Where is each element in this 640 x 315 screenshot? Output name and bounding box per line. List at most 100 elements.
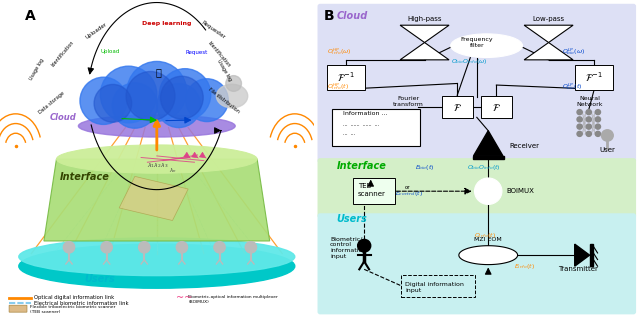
Polygon shape [575, 244, 589, 266]
Text: B: B [323, 9, 334, 23]
Circle shape [586, 117, 591, 122]
Polygon shape [459, 246, 518, 265]
Circle shape [139, 242, 150, 253]
Text: User: User [600, 147, 615, 153]
Text: $O^{LP}_{bio}(\omega)$: $O^{LP}_{bio}(\omega)$ [562, 46, 585, 57]
Circle shape [159, 69, 211, 120]
Text: Flexible triboelectric biometric scanner
(TEB scanner): Flexible triboelectric biometric scanner… [30, 305, 115, 314]
Polygon shape [400, 25, 449, 43]
Text: Biometric-optical information multiplexer
(BOIMUX): Biometric-optical information multiplexe… [188, 295, 278, 304]
Polygon shape [589, 244, 593, 266]
Text: Deep learning: Deep learning [141, 21, 191, 26]
Text: Frequency
filter: Frequency filter [461, 37, 493, 48]
Circle shape [101, 242, 112, 253]
Text: Optical digital information link: Optical digital information link [35, 295, 115, 300]
Circle shape [474, 178, 502, 204]
Text: $\lambda_1\lambda_2\lambda_3$: $\lambda_1\lambda_2\lambda_3$ [147, 161, 169, 170]
Ellipse shape [79, 115, 236, 137]
Text: $O_{info}(t)$: $O_{info}(t)$ [474, 231, 496, 240]
Text: Usage log: Usage log [28, 58, 45, 81]
Circle shape [577, 110, 582, 115]
Text: BOIMUX: BOIMUX [506, 188, 534, 194]
Circle shape [176, 242, 188, 253]
Text: $\mathcal{F}^{-1}$: $\mathcal{F}^{-1}$ [586, 70, 603, 84]
Text: Biometric/
control
information
input: Biometric/ control information input [330, 236, 366, 259]
Text: $E_{info}(t)$: $E_{info}(t)$ [515, 262, 536, 272]
FancyBboxPatch shape [353, 178, 395, 204]
Text: $O^{LP}_{bio}(t)$: $O^{LP}_{bio}(t)$ [562, 81, 582, 92]
Circle shape [577, 131, 582, 136]
Circle shape [586, 124, 591, 129]
Circle shape [586, 131, 591, 136]
Polygon shape [474, 131, 503, 156]
Text: Upload: Upload [100, 49, 120, 54]
FancyBboxPatch shape [327, 65, 365, 90]
Text: Digital information
input: Digital information input [405, 282, 464, 293]
Circle shape [80, 77, 127, 124]
FancyBboxPatch shape [317, 4, 636, 163]
Ellipse shape [19, 244, 295, 288]
FancyBboxPatch shape [317, 158, 636, 218]
Text: $O_{bio}O_{info}(t)$: $O_{bio}O_{info}(t)$ [467, 163, 500, 173]
Circle shape [577, 117, 582, 122]
Text: or: or [405, 185, 411, 190]
Text: Receiver: Receiver [509, 143, 540, 150]
FancyBboxPatch shape [575, 65, 613, 90]
Circle shape [245, 242, 257, 253]
Circle shape [100, 66, 157, 123]
Circle shape [226, 76, 241, 91]
Circle shape [577, 124, 582, 129]
Text: Electrical biometric information link: Electrical biometric information link [35, 301, 129, 306]
Text: Identification: Identification [50, 40, 75, 68]
Ellipse shape [19, 238, 295, 276]
FancyBboxPatch shape [442, 96, 473, 118]
Circle shape [63, 242, 75, 253]
Text: Usage log: Usage log [216, 59, 233, 82]
Circle shape [586, 110, 591, 115]
Text: $\lambda_n$: $\lambda_n$ [170, 166, 177, 175]
Text: Cloud: Cloud [50, 113, 77, 122]
Circle shape [214, 242, 225, 253]
Text: ...  ...: ... ... [343, 131, 355, 136]
Text: $E_{bio}(t)$: $E_{bio}(t)$ [415, 163, 435, 173]
Text: TEB: TEB [358, 183, 371, 189]
FancyBboxPatch shape [332, 109, 420, 146]
Text: $O^{HP}_{info}(\omega)$: $O^{HP}_{info}(\omega)$ [326, 46, 351, 57]
Ellipse shape [216, 84, 248, 108]
Text: Identification: Identification [207, 41, 232, 69]
Text: Cloud: Cloud [337, 11, 368, 21]
Text: Neural
Network: Neural Network [576, 96, 603, 106]
Polygon shape [400, 43, 449, 60]
FancyBboxPatch shape [481, 96, 512, 118]
Text: Transmitter: Transmitter [558, 266, 598, 272]
Text: $\mathcal{F}$: $\mathcal{F}$ [452, 102, 461, 112]
Text: ~~: ~~ [175, 293, 192, 303]
Text: 🔑: 🔑 [156, 67, 161, 77]
Text: High-pass: High-pass [407, 16, 442, 22]
Text: Fourier
transform: Fourier transform [393, 96, 424, 107]
Ellipse shape [56, 145, 257, 173]
Text: Interface: Interface [337, 161, 387, 170]
Circle shape [126, 72, 175, 121]
Text: $O_{bio}O_{info}(\omega)$: $O_{bio}O_{info}(\omega)$ [451, 57, 487, 66]
Text: File distribution: File distribution [207, 87, 240, 114]
Text: Users: Users [84, 274, 115, 284]
Text: Interface: Interface [60, 172, 109, 181]
Polygon shape [472, 156, 504, 159]
Circle shape [127, 61, 187, 121]
Circle shape [157, 83, 201, 128]
Text: Requester: Requester [201, 20, 227, 40]
Text: $E_{control}(t)$: $E_{control}(t)$ [396, 189, 423, 198]
Circle shape [94, 84, 132, 122]
Circle shape [595, 110, 600, 115]
Circle shape [186, 79, 228, 122]
Text: Uploader: Uploader [84, 22, 108, 40]
Circle shape [595, 131, 600, 136]
FancyBboxPatch shape [317, 213, 636, 314]
Polygon shape [524, 43, 573, 60]
Text: scanner: scanner [358, 191, 385, 197]
Polygon shape [44, 159, 269, 241]
Circle shape [161, 76, 204, 119]
Circle shape [112, 83, 157, 128]
Circle shape [358, 239, 371, 252]
